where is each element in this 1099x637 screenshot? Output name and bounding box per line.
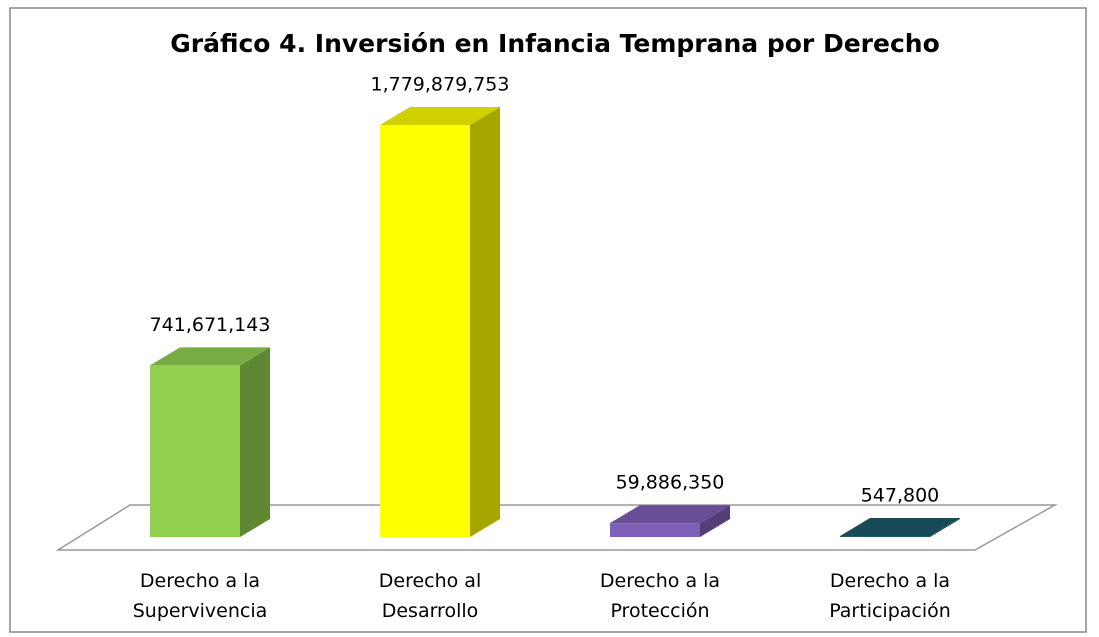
bar-top <box>150 347 270 366</box>
floor <box>55 504 1058 551</box>
bar-front <box>380 125 470 537</box>
bar <box>380 107 500 537</box>
bar-front <box>840 536 930 537</box>
bar-top <box>840 518 960 536</box>
x-tick-label: Derecho a la Supervivencia <box>132 570 268 622</box>
value-label: 547,800 <box>861 485 940 507</box>
chart-title: Gráfico 4. Inversión en Infancia Tempran… <box>170 29 940 58</box>
bar-side <box>930 518 960 537</box>
bar <box>840 518 960 537</box>
bar <box>610 505 730 537</box>
bar <box>150 347 270 537</box>
bar-front <box>610 523 700 537</box>
bar-side <box>700 505 730 537</box>
bar-top <box>380 107 500 125</box>
x-tick-label: Derecho a la Protección <box>599 570 721 622</box>
value-label: 741,671,143 <box>150 314 271 336</box>
bar-top <box>610 505 730 524</box>
bar-side <box>470 107 500 537</box>
x-tick-label: Derecho al Desarrollo <box>378 570 482 622</box>
bar-front <box>150 365 240 537</box>
value-label: 59,886,350 <box>616 472 725 494</box>
x-tick-label: Derecho a la Participación <box>829 570 951 622</box>
bar-side <box>240 347 270 537</box>
value-label: 1,779,879,753 <box>370 74 509 96</box>
